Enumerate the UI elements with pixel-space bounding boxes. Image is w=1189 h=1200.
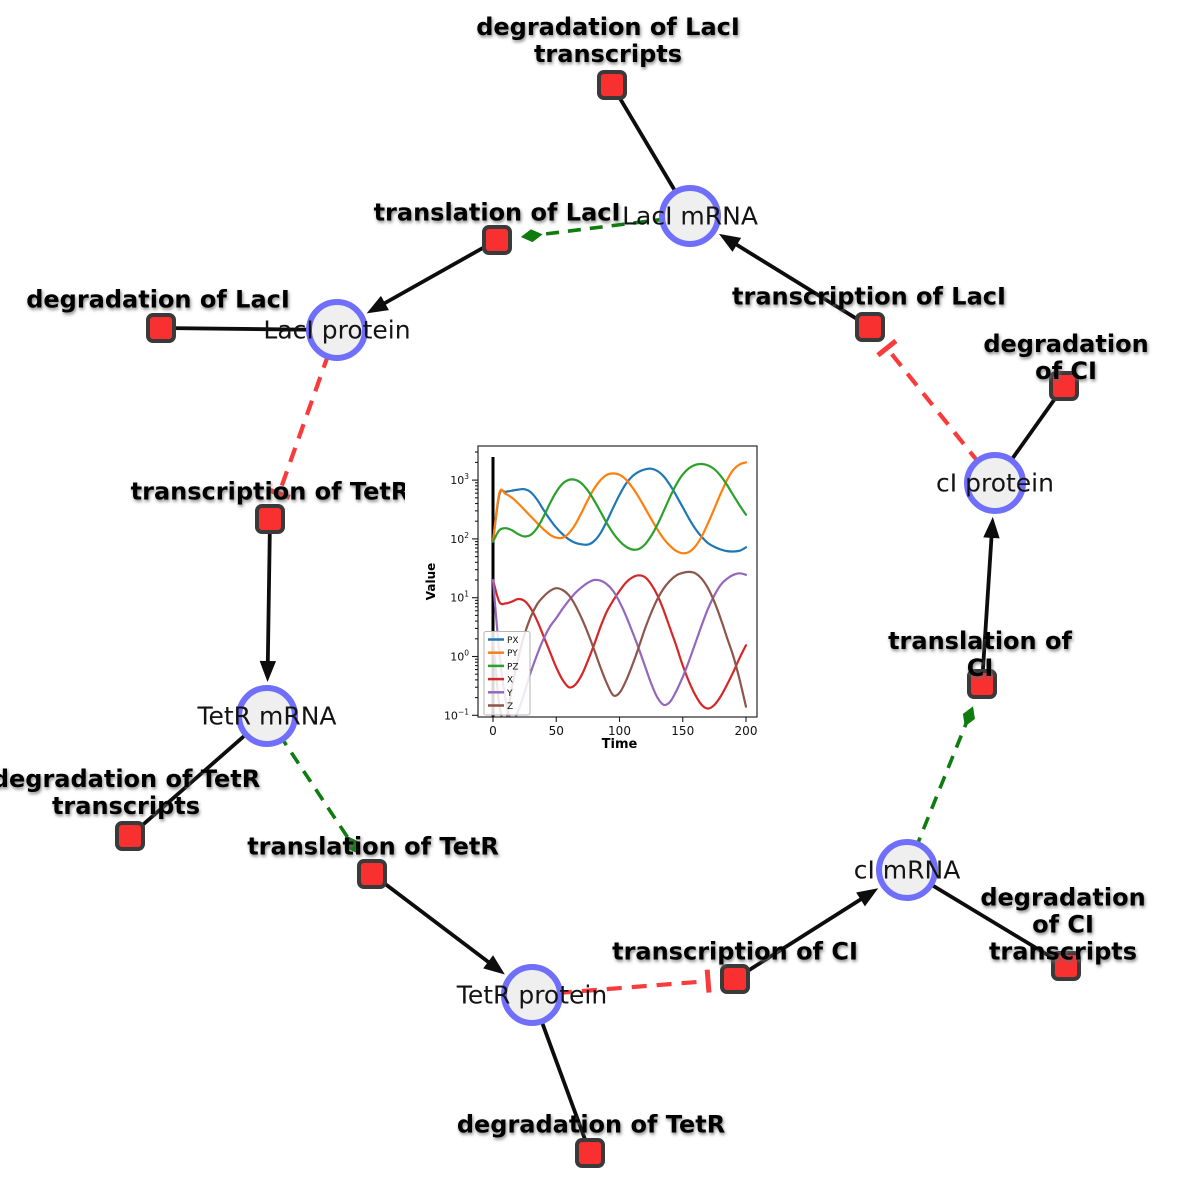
reaction-node-transl_tetR[interactable] [357, 859, 387, 889]
timeseries-inset-plot: 0 50 100 150 200 10−1 100 101 102 103 Time Value PX P… [405, 425, 785, 770]
edge-product-tx_lacI-lacI_mRNA [718, 233, 871, 329]
reaction-node-deg_lacI[interactable] [146, 313, 176, 343]
legend-label-PY: PY [507, 649, 518, 659]
chart-series-Z [491, 570, 748, 717]
svg-text:100: 100 [608, 724, 631, 738]
reaction-node-transl_cI[interactable] [967, 669, 997, 699]
edge-product-transl_cI-cI_protein [980, 516, 1000, 685]
species-node-lacI_mRNA[interactable] [659, 185, 721, 247]
edge-product-tx_cI-cI_mRNA [733, 888, 879, 981]
reaction-node-tx_cI[interactable] [720, 964, 750, 994]
species-node-lacI_protein[interactable] [306, 299, 368, 361]
chart-series-X [491, 574, 748, 710]
chart-background [405, 425, 785, 770]
species-node-cI_protein[interactable] [964, 452, 1026, 514]
svg-text:0: 0 [489, 724, 497, 738]
reaction-node-deg_cI_tx[interactable] [1051, 951, 1081, 981]
edge-product-transl_lacI-lacI_protein [366, 238, 498, 314]
svg-text:50: 50 [549, 724, 564, 738]
chart-series-PZ [491, 462, 748, 551]
chart-xlabel: Time [602, 737, 638, 752]
reaction-node-deg_lacI_tx[interactable] [597, 70, 627, 100]
species-node-tetR_protein[interactable] [501, 964, 563, 1026]
chart-axes-frame [477, 445, 758, 718]
chart-series-PY [491, 461, 748, 555]
legend-label-X: X [507, 676, 513, 686]
reaction-node-tx_tetR[interactable] [255, 504, 285, 534]
svg-text:200: 200 [735, 724, 758, 738]
species-node-tetR_mRNA[interactable] [236, 685, 298, 747]
reaction-node-deg_cI[interactable] [1049, 371, 1079, 401]
edge-product-tx_tetR-tetR_mRNA [259, 518, 277, 683]
chart-series-PX [491, 467, 748, 553]
reaction-node-deg_tetR_tx[interactable] [115, 821, 145, 851]
edge-product-transl_tetR-tetR_protein [370, 872, 505, 975]
species-node-cI_mRNA[interactable] [876, 839, 938, 901]
chart-legend: PX PY PZ XYZ [483, 631, 531, 716]
legend-label-PZ: PZ [507, 662, 519, 672]
legend-label-PX: PX [507, 636, 519, 646]
chart-ylabel: Value [424, 563, 438, 601]
chart-ticks [472, 451, 747, 722]
reaction-node-transl_lacI[interactable] [482, 225, 512, 255]
legend-label-Z: Z [507, 702, 513, 712]
reaction-node-deg_tetR[interactable] [575, 1138, 605, 1168]
chart-series-Y [491, 572, 748, 717]
reaction-node-tx_lacI[interactable] [855, 312, 885, 342]
svg-text:150: 150 [671, 724, 694, 738]
timeseries-chart: 0 50 100 150 20010−1100101102103TimeValuePXP… [405, 425, 785, 770]
legend-label-Y: Y [506, 689, 513, 699]
